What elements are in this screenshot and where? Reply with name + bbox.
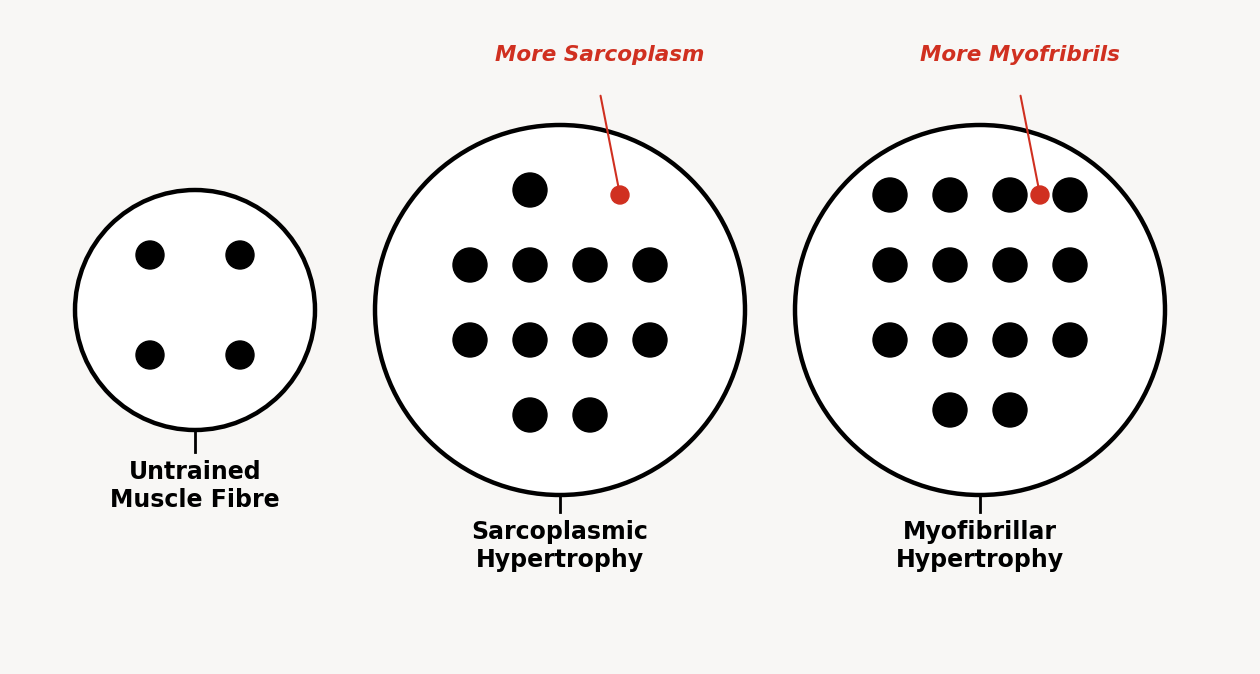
- Circle shape: [513, 248, 547, 282]
- Circle shape: [611, 186, 629, 204]
- Circle shape: [932, 393, 966, 427]
- Text: More Myofribrils: More Myofribrils: [920, 45, 1120, 65]
- Circle shape: [226, 241, 255, 269]
- Circle shape: [993, 393, 1027, 427]
- Circle shape: [573, 398, 607, 432]
- Circle shape: [136, 241, 164, 269]
- Circle shape: [226, 341, 255, 369]
- Circle shape: [454, 323, 488, 357]
- Text: Untrained
Muscle Fibre: Untrained Muscle Fibre: [110, 460, 280, 512]
- Circle shape: [993, 178, 1027, 212]
- Circle shape: [375, 125, 745, 495]
- Circle shape: [1031, 186, 1050, 204]
- Circle shape: [1053, 248, 1087, 282]
- Circle shape: [136, 341, 164, 369]
- Text: More Sarcoplasm: More Sarcoplasm: [495, 45, 704, 65]
- Circle shape: [932, 178, 966, 212]
- Circle shape: [633, 323, 667, 357]
- Circle shape: [993, 323, 1027, 357]
- Circle shape: [513, 323, 547, 357]
- Circle shape: [633, 248, 667, 282]
- Circle shape: [932, 248, 966, 282]
- Circle shape: [873, 323, 907, 357]
- Circle shape: [1053, 323, 1087, 357]
- Circle shape: [454, 248, 488, 282]
- Circle shape: [513, 398, 547, 432]
- Circle shape: [573, 323, 607, 357]
- Circle shape: [795, 125, 1166, 495]
- Circle shape: [76, 190, 315, 430]
- Circle shape: [873, 248, 907, 282]
- Circle shape: [993, 248, 1027, 282]
- Text: Sarcoplasmic
Hypertrophy: Sarcoplasmic Hypertrophy: [471, 520, 649, 572]
- Circle shape: [873, 178, 907, 212]
- Circle shape: [1053, 178, 1087, 212]
- Circle shape: [573, 248, 607, 282]
- Circle shape: [513, 173, 547, 207]
- Circle shape: [932, 323, 966, 357]
- Text: Myofibrillar
Hypertrophy: Myofibrillar Hypertrophy: [896, 520, 1063, 572]
